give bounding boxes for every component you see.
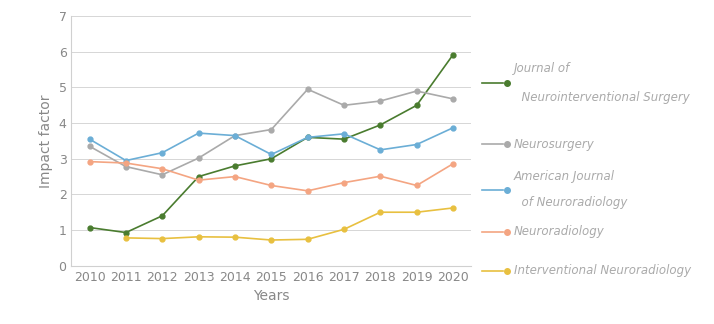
Text: Interventional Neuroradiology: Interventional Neuroradiology (514, 264, 691, 277)
Text: of Neuroradiology: of Neuroradiology (514, 196, 628, 209)
Text: Neuroradiology: Neuroradiology (514, 225, 605, 238)
Text: Neurosurgery: Neurosurgery (514, 138, 595, 151)
Text: Journal of: Journal of (514, 62, 570, 75)
Y-axis label: Impact factor: Impact factor (39, 94, 53, 188)
Text: American Journal: American Journal (514, 170, 615, 183)
Text: Neurointerventional Surgery: Neurointerventional Surgery (514, 91, 690, 104)
X-axis label: Years: Years (253, 289, 290, 303)
